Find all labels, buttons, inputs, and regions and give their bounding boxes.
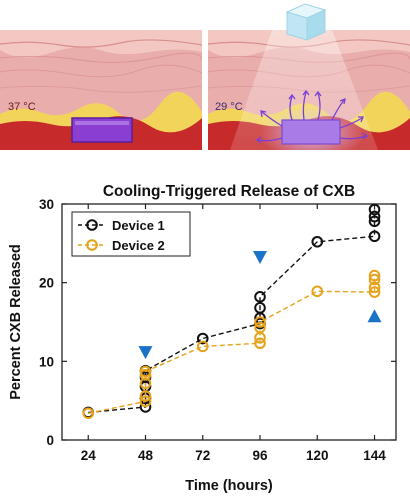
legend-marker-2: [86, 239, 98, 251]
data-point-2: [139, 390, 152, 402]
cooling-marker-icon: [367, 309, 382, 323]
release-chart: Cooling-Triggered Release of CXB Time (h…: [8, 183, 397, 494]
epidermis-layer: [0, 30, 202, 58]
data-point-2: [139, 365, 152, 378]
implant-device-icon: [281, 119, 341, 145]
cooling-marker-icon: [138, 346, 153, 360]
x-tick-label: 48: [138, 448, 154, 463]
data-point-2: [311, 285, 324, 298]
release-arrow-icon: [255, 89, 369, 144]
skin-panel-cooled: [208, 30, 410, 150]
series-line-2: [88, 275, 376, 414]
x-tick-label: 120: [306, 448, 329, 463]
data-point-2: [368, 286, 381, 298]
x-tick-label: 144: [363, 448, 386, 463]
legend-marker-1: [86, 219, 98, 231]
data-point-1: [368, 203, 381, 216]
y-tick-label: 0: [46, 433, 54, 448]
data-point-1: [368, 210, 381, 223]
x-tick-label: 96: [252, 448, 268, 463]
plot-frame: [61, 203, 397, 441]
data-point-1: [311, 235, 324, 248]
data-point-1: [254, 302, 266, 314]
chart-title: Cooling-Triggered Release of CXB: [103, 183, 355, 200]
warm-temperature-label: 37 °C: [8, 101, 36, 113]
cooling-marker-icon: [253, 250, 268, 264]
y-tick-label: 20: [39, 276, 54, 291]
data-point-2: [368, 281, 381, 294]
data-point-2: [254, 337, 266, 350]
y-tick-label: 30: [39, 197, 54, 212]
data-point-1: [368, 215, 381, 228]
data-point-2: [254, 321, 266, 334]
data-point-2: [196, 340, 209, 353]
cooled-temperature-label: 29 °C: [215, 101, 243, 113]
data-point-2: [368, 269, 381, 282]
y-axis-label: Percent CXB Released: [8, 244, 24, 400]
data-point-1: [254, 291, 266, 303]
data-point-1: [368, 230, 381, 243]
legend: Device 1 Device 2: [71, 211, 191, 257]
data-point-1: [196, 332, 209, 345]
data-point-2: [368, 273, 381, 286]
data-point-2: [139, 395, 152, 408]
data-point-2: [254, 316, 266, 328]
legend-label-1: Device 1: [112, 218, 165, 233]
x-axis-label: Time (hours): [185, 478, 273, 494]
y-tick-label: 10: [39, 354, 54, 369]
ice-cube-icon: [285, 3, 327, 41]
legend-label-2: Device 2: [112, 238, 165, 253]
skin-panel-warm: [0, 30, 202, 150]
data-point-2: [82, 407, 95, 420]
x-tick-label: 72: [195, 448, 210, 463]
x-tick-label: 24: [81, 448, 97, 463]
